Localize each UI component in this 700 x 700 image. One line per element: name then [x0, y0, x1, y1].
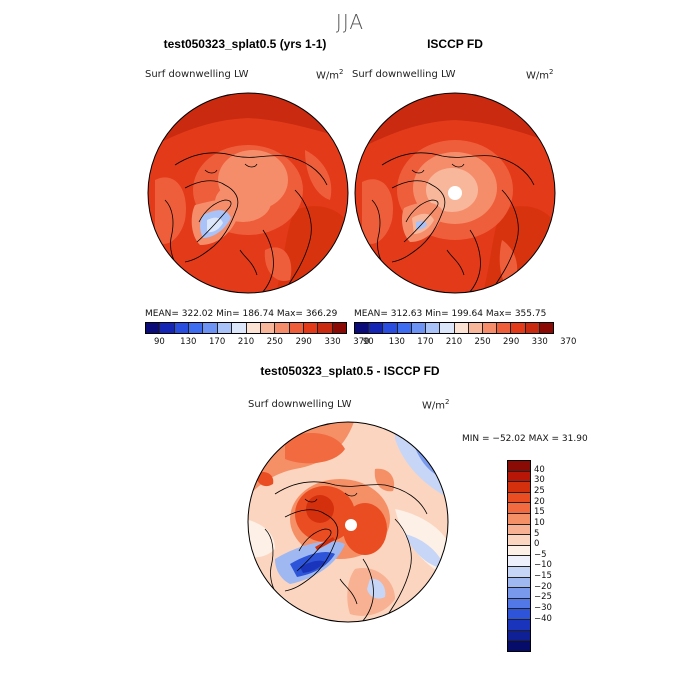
colorbar-swatch — [369, 323, 384, 333]
diff-colorbar — [507, 460, 531, 652]
colorbar-tick-label: 370 — [560, 337, 577, 347]
colorbar-tick-label: −30 — [534, 603, 552, 614]
colorbar-swatch — [411, 323, 427, 333]
diff-panel-title: test050323_splat0.5 - ISCCP FD — [260, 364, 440, 378]
colorbar-swatch — [332, 323, 347, 333]
colorbar-tick-label: −40 — [534, 613, 552, 624]
colorbar-tick-label: 370 — [353, 337, 370, 347]
colorbar-swatch — [160, 323, 175, 333]
colorbar-swatch — [508, 503, 530, 514]
diff-variable-label: Surf downwelling LW — [248, 399, 352, 410]
colorbar-tick-label: 330 — [531, 337, 548, 347]
obs-panel-title: ISCCP FD — [427, 37, 483, 51]
colorbar-swatch — [508, 588, 530, 599]
figure-title: JJA — [335, 10, 365, 34]
colorbar-swatch — [303, 323, 319, 333]
colorbar-swatch — [508, 577, 530, 589]
colorbar-swatch — [508, 556, 530, 567]
colorbar-swatch — [203, 323, 218, 333]
colorbar-tick-label: 5 — [534, 528, 540, 539]
colorbar-swatch — [440, 323, 455, 333]
colorbar-tick-label: 130 — [388, 337, 405, 347]
colorbar-tick-label: 290 — [503, 337, 520, 347]
colorbar-tick-label: 290 — [295, 337, 312, 347]
colorbar-tick-label: −25 — [534, 592, 552, 603]
colorbar-swatch — [426, 323, 441, 333]
colorbar-swatch — [318, 323, 333, 333]
colorbar-swatch — [525, 323, 540, 333]
colorbar-swatch — [508, 598, 530, 610]
colorbar-swatch — [508, 609, 530, 620]
colorbar-tick-label: 330 — [324, 337, 341, 347]
colorbar-tick-label: 210 — [445, 337, 463, 347]
colorbar-swatch — [454, 323, 469, 333]
colorbar-tick-label: 90 — [154, 337, 165, 347]
colorbar-swatch — [508, 619, 530, 631]
colorbar-swatch — [497, 323, 512, 333]
model-panel-title: test050323_splat0.5 (yrs 1-1) — [163, 37, 327, 51]
colorbar-tick-label: 40 — [534, 464, 545, 475]
model-polar-map — [147, 92, 349, 294]
colorbar-swatch — [539, 323, 554, 333]
colorbar-swatch — [508, 513, 530, 525]
colorbar-tick-label: 15 — [534, 507, 545, 518]
obs-unit-label: W/m2 — [526, 68, 554, 82]
colorbar-swatch — [397, 323, 412, 333]
model-colorbar-ticks: 90 130 170 210 250 290 330 370 — [145, 337, 370, 349]
colorbar-swatch — [508, 641, 530, 651]
model-unit-label: W/m2 — [316, 68, 344, 82]
colorbar-swatch — [146, 323, 161, 333]
colorbar-swatch — [246, 323, 261, 333]
colorbar-swatch — [260, 323, 276, 333]
obs-variable-label: Surf downwelling LW — [352, 69, 456, 80]
colorbar-swatch — [217, 323, 233, 333]
colorbar-swatch — [174, 323, 190, 333]
colorbar-swatch — [275, 323, 290, 333]
colorbar-tick-label: −15 — [534, 571, 552, 582]
model-stats: MEAN= 322.02 Min= 186.74 Max= 366.29 — [145, 309, 338, 319]
colorbar-tick-label: 170 — [209, 337, 226, 347]
colorbar-tick-label: 90 — [362, 337, 374, 347]
colorbar-swatch — [232, 323, 247, 333]
colorbar-swatch — [468, 323, 483, 333]
diff-polar-map — [247, 421, 449, 623]
colorbar-tick-label: 210 — [237, 337, 255, 347]
colorbar-tick-label: −20 — [534, 581, 552, 592]
colorbar-swatch — [383, 323, 398, 333]
colorbar-swatch — [355, 323, 370, 333]
colorbar-swatch — [508, 545, 530, 557]
colorbar-tick-label: 250 — [474, 337, 491, 347]
colorbar-tick-label: −10 — [534, 560, 552, 571]
obs-colorbar-ticks: 90 130 170 210 250 290 330 370 — [354, 337, 577, 349]
obs-stats: MEAN= 312.63 Min= 199.64 Max= 355.75 — [354, 309, 547, 319]
colorbar-swatch — [508, 535, 530, 546]
model-variable-label: Surf downwelling LW — [145, 69, 249, 80]
colorbar-swatch — [508, 471, 530, 483]
colorbar-swatch — [511, 323, 526, 333]
colorbar-swatch — [508, 461, 530, 472]
colorbar-swatch — [508, 630, 530, 642]
diff-colorbar-ticks: 40 30 25 20 15 10 5 0 −5 −10 −15 −20 −25 −30 −40 — [534, 460, 574, 635]
colorbar-tick-label: 130 — [180, 337, 197, 347]
colorbar-tick-label: 30 — [534, 475, 545, 486]
colorbar-tick-label: 10 — [534, 517, 545, 528]
colorbar-swatch — [508, 566, 530, 578]
colorbar-tick-label: 250 — [266, 337, 283, 347]
diff-unit-label: W/m2 — [422, 398, 450, 412]
colorbar-tick-label: 25 — [534, 485, 545, 496]
colorbar-tick-label: 0 — [534, 539, 540, 550]
obs-colorbar — [354, 322, 554, 334]
obs-polar-map — [354, 92, 556, 294]
colorbar-tick-label: −5 — [534, 549, 547, 560]
model-colorbar — [145, 322, 347, 334]
colorbar-tick-label: 20 — [534, 496, 545, 507]
colorbar-swatch — [289, 323, 304, 333]
colorbar-swatch — [508, 524, 530, 536]
diff-stats: MIN = −52.02 MAX = 31.90 — [462, 434, 588, 444]
colorbar-swatch — [508, 492, 530, 504]
colorbar-tick-label: 170 — [417, 337, 434, 347]
colorbar-swatch — [482, 323, 498, 333]
colorbar-swatch — [508, 482, 530, 493]
colorbar-swatch — [189, 323, 204, 333]
